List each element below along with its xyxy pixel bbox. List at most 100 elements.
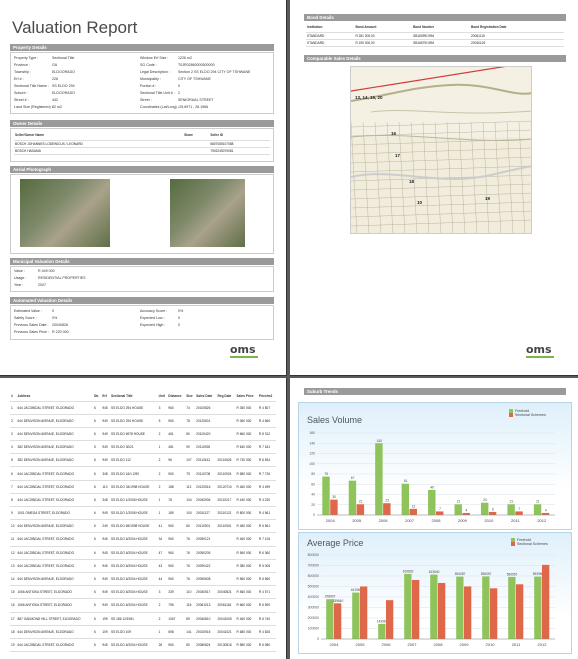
- table-cell: R 4 826: [257, 625, 276, 639]
- report-page-2: Bond Details Institution Bond Amount Bond …: [290, 0, 578, 376]
- data-label: 339640: [333, 599, 344, 603]
- x-tick-label: 2007: [405, 518, 415, 523]
- table-row: 1 644 JACOBIDAL STREET, ELDORADO 6 945 SS EL…: [10, 401, 276, 415]
- data-label: 12: [412, 504, 416, 508]
- table-cell: 6: [92, 401, 102, 415]
- field-row: SG Code : T0JR02860000500000: [140, 63, 215, 67]
- table-cell: SS ELDO 6/2004 HOUSE: [110, 638, 158, 653]
- y-tick-label: 0: [317, 637, 319, 641]
- field-value: 0%: [178, 309, 184, 313]
- table-row: BOSCH JOHANNES LODEWICUS / LEONARD 680708…: [14, 140, 270, 148]
- column-header: Bond Registration Date: [470, 23, 564, 33]
- y-tick-label: 300000: [308, 606, 319, 610]
- table-cell: 2: [157, 598, 168, 613]
- table-cell: SS ELDO 6/2004 HOUSE: [110, 546, 158, 560]
- data-label: 21: [457, 500, 461, 504]
- table-cell: R 4 561: [257, 506, 276, 521]
- y-tick-label: 700000: [308, 564, 319, 568]
- table-cell: 7902245079081: [209, 147, 270, 155]
- table-cell: 5: [10, 453, 17, 468]
- table-cell: R 730 000: [235, 453, 258, 468]
- table-cell: 41: [157, 519, 168, 534]
- data-label: 23: [385, 499, 389, 503]
- table-cell: 6: [92, 414, 102, 428]
- bar-freehold: [430, 574, 438, 639]
- field-value: GA: [52, 63, 58, 67]
- table-cell: R 6 561: [257, 519, 276, 534]
- table-cell: [216, 546, 236, 560]
- column-header: Reg Date: [216, 392, 236, 402]
- table-cell: 2: [10, 414, 17, 428]
- table-cell: 20080824: [195, 638, 217, 653]
- sales-volume-title: Sales Volume: [307, 415, 363, 425]
- table-cell: 1: [10, 401, 17, 415]
- data-label: 6: [492, 507, 494, 511]
- field-value: SENIORAAL STREET: [178, 98, 214, 102]
- table-cell: 945: [101, 401, 111, 415]
- table-cell: 20110708: [195, 466, 217, 481]
- map-marker-label: 16: [391, 131, 397, 136]
- data-label: 143563: [377, 619, 388, 623]
- aerial-photo-header: Aerial Photograph: [10, 166, 274, 173]
- data-label: 140: [376, 439, 382, 443]
- field-row: Expected High : 0: [140, 323, 180, 327]
- data-label: 619832: [403, 569, 414, 573]
- table-cell: 5: [157, 414, 168, 428]
- column-header: Bond Amount: [354, 23, 413, 33]
- field-label: SG Code :: [140, 63, 157, 67]
- table-cell: 949: [101, 572, 111, 587]
- table-cell: SS ELDO 294 HOUSE: [110, 414, 158, 428]
- field-label: Sectional Title Name :: [14, 84, 49, 88]
- table-cell: R 800 000: [235, 506, 258, 521]
- y-tick-label: 120: [309, 452, 315, 456]
- field-row: Sectional Title Name : SS ELDO 294: [14, 84, 75, 88]
- table-cell: 6807085107088: [209, 140, 270, 148]
- table-cell: 382 DENVISON AVENUE, ELDORADO: [16, 440, 93, 455]
- table-cell: 14: [10, 572, 17, 587]
- table-cell: SS ELDO 6/2004 HOUSE: [110, 572, 158, 587]
- bar-sectional: [356, 504, 365, 515]
- data-label: 21: [359, 500, 363, 504]
- y-tick-label: 600000: [308, 574, 319, 578]
- field-row: Legal Description : Section 2 SS ELDO 294…: [140, 70, 250, 74]
- field-value: 0: [52, 309, 54, 313]
- field-value: 2007: [38, 283, 46, 287]
- field-value: ELDOORADO: [52, 70, 75, 74]
- table-row: 12 644 JACOBIDAL STREET, ELDORADO 6 945 SS E…: [10, 546, 276, 560]
- y-tick-label: 160: [309, 431, 315, 435]
- table-cell: 20041021: [216, 625, 236, 639]
- y-tick-label: 60: [311, 482, 315, 486]
- table-cell: 20110612: [195, 453, 217, 468]
- table-cell: R 580 000: [235, 638, 258, 653]
- table-cell: 78: [167, 493, 186, 508]
- table-cell: 644 JACOBIDAL STREET, ELDORADO: [16, 546, 93, 560]
- table-row: 15 1066 ANTIOKA STREET, ELDORADO 6 949 SS EL…: [10, 585, 276, 600]
- data-label: 67: [351, 476, 355, 480]
- bar-sectional: [412, 579, 420, 639]
- table-cell: 698: [167, 625, 186, 639]
- table-cell: R 680 000: [235, 625, 258, 639]
- table-cell: 945: [101, 638, 111, 653]
- y-tick-label: 20: [311, 503, 315, 507]
- table-cell: 949: [101, 585, 111, 600]
- bar-sectional: [541, 512, 550, 515]
- table-row: 2 644 DENVISON AVENUE, ELDORADO 6 949 SS ELD…: [10, 414, 276, 428]
- bar-freehold: [348, 480, 357, 515]
- table-cell: 43: [157, 559, 168, 573]
- table-cell: 949: [101, 506, 111, 521]
- field-value: ELDOORADO: [52, 91, 75, 95]
- table-cell: 110: [185, 585, 196, 600]
- table-cell: 26: [157, 638, 168, 653]
- table-cell: R 6 590: [257, 598, 276, 613]
- oms-logo: oms: [230, 343, 258, 358]
- field-value: 0: [178, 316, 180, 320]
- table-cell: 960: [167, 546, 186, 560]
- table-header-row: Institution Bond Amount Bond Number Bond Re…: [306, 23, 564, 33]
- field-value: 0: [178, 84, 180, 88]
- table-cell: 960: [167, 638, 186, 653]
- field-row: Erf # : 226: [14, 77, 58, 81]
- table-cell: BOSCH HADAMA: [14, 147, 184, 155]
- table-cell: 644 JACOBIDAL STREET, ELDORADO: [16, 401, 93, 415]
- table-header-row: # Address Str. Erf Sectional Title Unit Distan…: [10, 392, 276, 402]
- table-cell: 339: [167, 585, 186, 600]
